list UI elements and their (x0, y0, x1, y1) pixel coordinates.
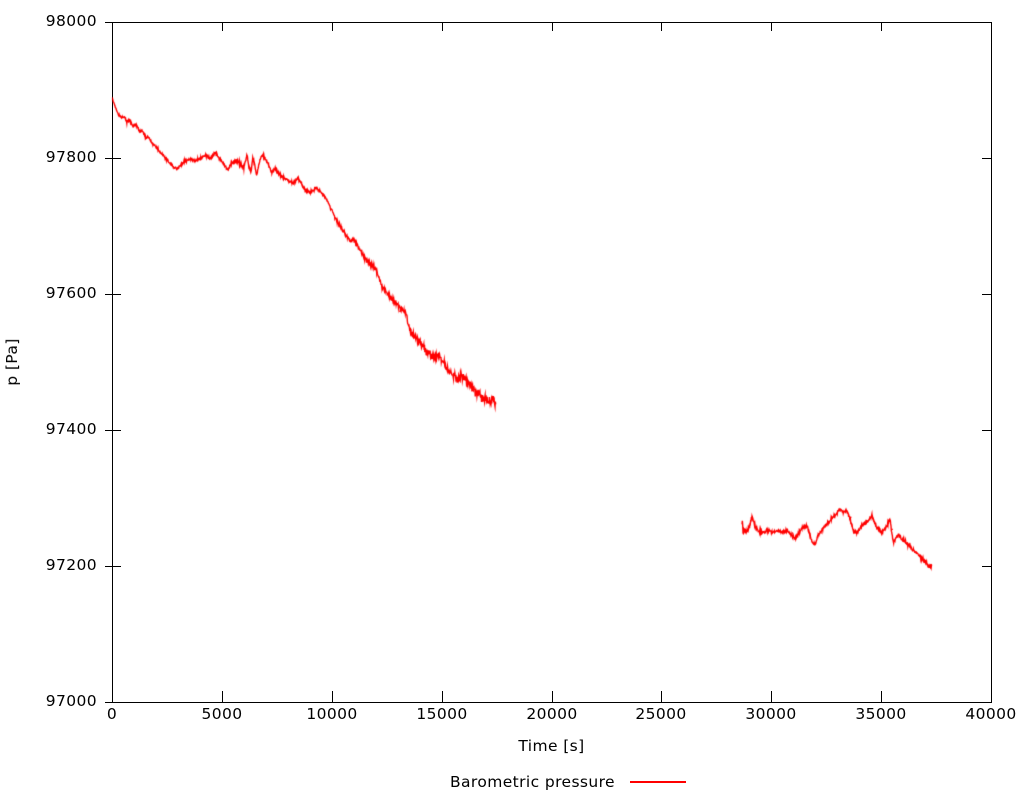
legend: Barometric pressure (0, 770, 686, 794)
y-axis-title: p [Pa] (3, 338, 21, 386)
legend-label: Barometric pressure (449, 773, 615, 791)
x-axis-title: Time [s] (518, 737, 585, 755)
legend-line-sample (630, 781, 686, 783)
